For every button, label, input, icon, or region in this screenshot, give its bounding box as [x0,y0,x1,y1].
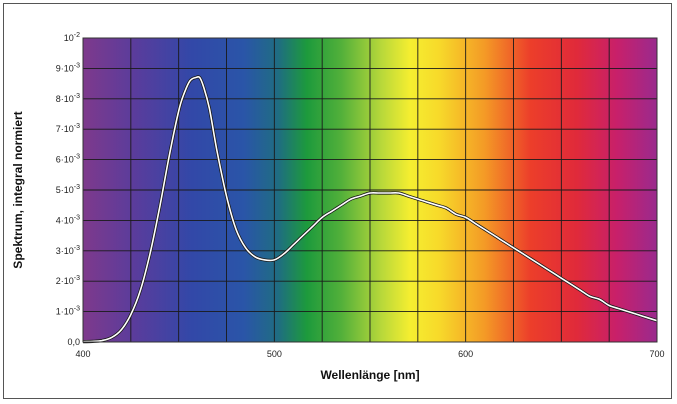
x-axis-ticks: 400 500 600 700 [75,349,664,359]
spectrum-curve [82,75,658,344]
y-tick-label: 9·10-3 [56,62,80,73]
y-tick-label: 10-2 [64,32,80,43]
y-tick-label: 0,0 [67,337,80,347]
x-tick-label: 500 [267,349,282,359]
grid-lines [83,38,657,342]
y-tick-label: 7·10-3 [56,123,80,134]
y-tick-label: 5·10-3 [56,184,80,195]
x-tick-label: 400 [75,349,90,359]
y-tick-label: 2·10-3 [56,275,80,286]
y-axis-label: Spektrum, integral normiert [11,111,25,268]
x-axis-label: Wellenlänge [nm] [320,368,419,382]
x-tick-label: 700 [649,349,664,359]
y-tick-label: 6·10-3 [56,154,80,165]
y-axis-ticks: 0,0 1·10-3 2·10-3 3·10-3 4·10-3 5·10-3 6·10-3 7… [56,32,80,347]
plot-border [82,37,658,343]
y-tick-label: 3·10-3 [56,245,80,256]
series-line [82,75,658,343]
y-tick-label: 4·10-3 [56,214,80,225]
y-tick-label: 1·10-3 [56,306,80,317]
x-tick-label: 600 [458,349,473,359]
y-tick-label: 8·10-3 [56,93,80,104]
